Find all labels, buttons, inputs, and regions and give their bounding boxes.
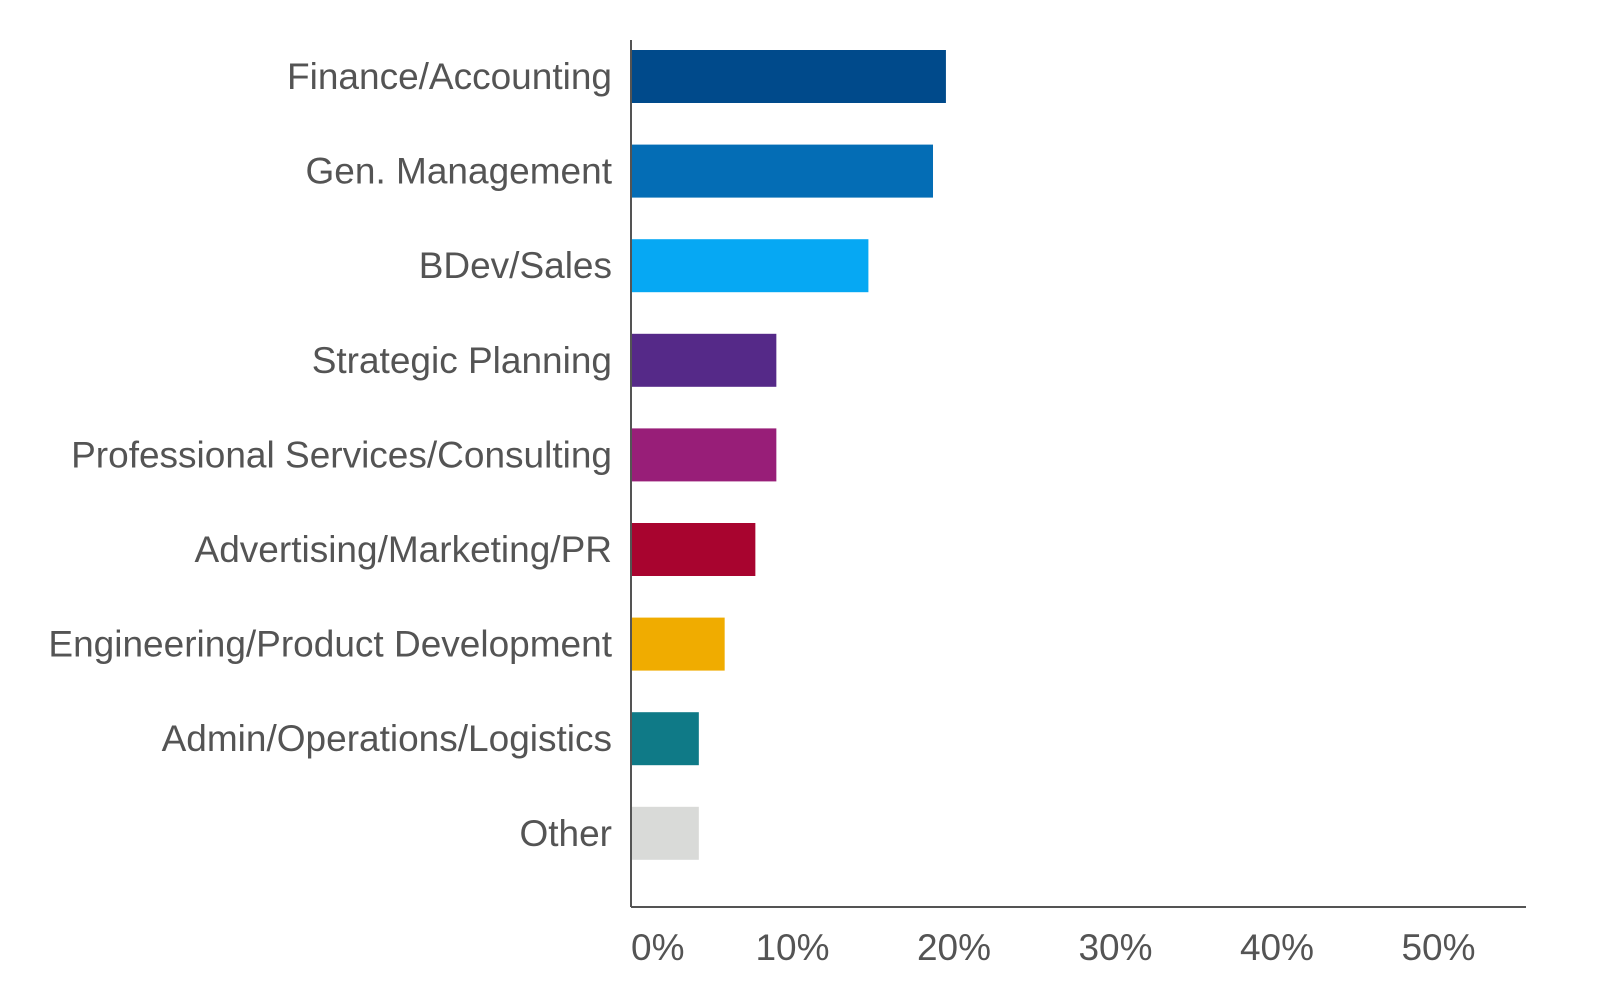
category-label-advertising-marketing-pr: Advertising/Marketing/PR — [195, 529, 612, 570]
bars-group — [631, 50, 946, 860]
bar-advertising-marketing-pr — [631, 523, 756, 576]
bar-professional-services-consulting — [631, 428, 777, 482]
bar-finance-accounting — [631, 50, 946, 103]
category-label-professional-services-consulting: Professional Services/Consulting — [71, 434, 612, 475]
bar-gen-management — [631, 144, 934, 198]
x-tick-labels-group: 0% 10% 20% 30% 40% 50% — [631, 927, 1476, 968]
x-tick-label-50: 50% — [1401, 927, 1475, 968]
category-label-admin-operations-logistics: Admin/Operations/Logistics — [162, 718, 612, 759]
x-tick-label-10: 10% — [755, 927, 829, 968]
x-tick-label-0: 0% — [631, 927, 684, 968]
category-label-strategic-planning: Strategic Planning — [312, 340, 612, 381]
bar-admin-operations-logistics — [631, 712, 699, 766]
x-tick-label-30: 30% — [1078, 927, 1152, 968]
x-tick-label-40: 40% — [1240, 927, 1314, 968]
bar-engineering-product-development — [631, 617, 725, 671]
category-label-bdev-sales: BDev/Sales — [419, 245, 612, 286]
x-tick-label-20: 20% — [917, 927, 991, 968]
category-labels-group: Finance/Accounting Gen. Management BDev/Sa… — [48, 56, 612, 854]
bar-strategic-planning — [631, 333, 777, 387]
category-label-other: Other — [519, 813, 612, 854]
bar-other — [631, 806, 699, 860]
category-label-engineering-product-development: Engineering/Product Development — [48, 624, 612, 665]
bar-bdev-sales — [631, 239, 869, 293]
category-label-finance-accounting: Finance/Accounting — [287, 56, 612, 97]
category-label-gen-management: Gen. Management — [306, 151, 613, 192]
